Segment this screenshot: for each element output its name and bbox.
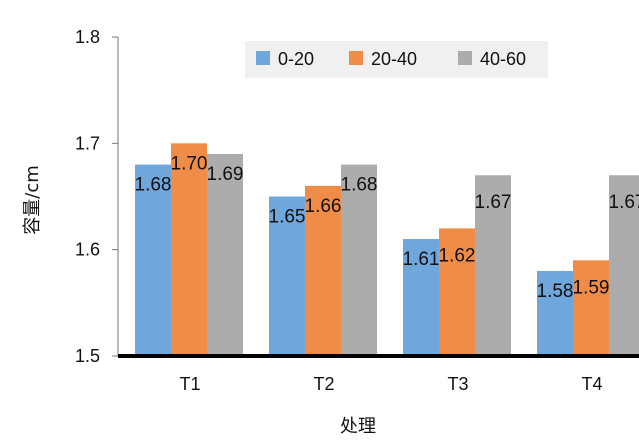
data-label: 1.58 xyxy=(537,281,574,302)
legend: 0-20 20-40 40-60 xyxy=(245,41,548,78)
data-labels-layer: 1.681.701.691.651.661.681.61 1.621.671.58… xyxy=(135,153,639,302)
y-tick-label: 1.6 xyxy=(75,240,100,260)
bar-0-20-T2 xyxy=(269,196,305,356)
bars-layer xyxy=(135,143,639,356)
bar-20-40-T2 xyxy=(305,185,341,356)
data-label: 1.67 xyxy=(609,192,639,213)
bar-40-60-T3 xyxy=(475,175,511,356)
axis-layer: 1.5 1.6 1.7 1.8 T1 T2 T3 T4 xyxy=(75,27,639,394)
x-tick-label: T2 xyxy=(313,374,334,394)
bar-0-20-T3 xyxy=(403,239,439,356)
data-label: 1.59 xyxy=(573,277,610,298)
legend-label: 20-40 xyxy=(371,49,417,69)
data-label: 1.68 xyxy=(341,175,378,196)
y-tick-label: 1.8 xyxy=(75,27,100,47)
legend-background xyxy=(245,41,548,78)
data-label: 1.66 xyxy=(305,196,342,217)
x-tick-label: T1 xyxy=(179,374,200,394)
bar-40-60-T2 xyxy=(341,164,377,356)
data-label: 1.68 xyxy=(135,175,172,196)
legend-swatch-0-20 xyxy=(256,51,270,65)
data-label: 1.67 xyxy=(475,192,512,213)
x-tick-label: T4 xyxy=(581,374,602,394)
bar-20-40-T1 xyxy=(171,143,207,356)
data-label: 1.70 xyxy=(171,153,208,174)
y-tick-label: 1.7 xyxy=(75,133,100,153)
y-axis-title: 容量/cm xyxy=(22,165,43,235)
y-tick-label: 1.5 xyxy=(75,346,100,366)
bar-0-20-T4 xyxy=(537,270,573,356)
legend-swatch-20-40 xyxy=(349,51,363,65)
data-label: 1.61 xyxy=(403,249,440,270)
bar-20-40-T4 xyxy=(573,260,609,356)
x-axis-title: 处理 xyxy=(340,416,376,437)
bar-20-40-T3 xyxy=(439,228,475,356)
legend-swatch-40-60 xyxy=(458,51,472,65)
legend-label: 40-60 xyxy=(480,49,526,69)
bar-40-60-T1 xyxy=(207,153,243,356)
bar-0-20-T1 xyxy=(135,164,171,356)
legend-label: 0-20 xyxy=(278,49,314,69)
data-label: 1.69 xyxy=(207,164,244,185)
data-label: 1.65 xyxy=(269,207,306,228)
data-label: 1.62 xyxy=(439,245,476,266)
bar-40-60-T4 xyxy=(609,175,639,356)
x-tick-label: T3 xyxy=(447,374,468,394)
